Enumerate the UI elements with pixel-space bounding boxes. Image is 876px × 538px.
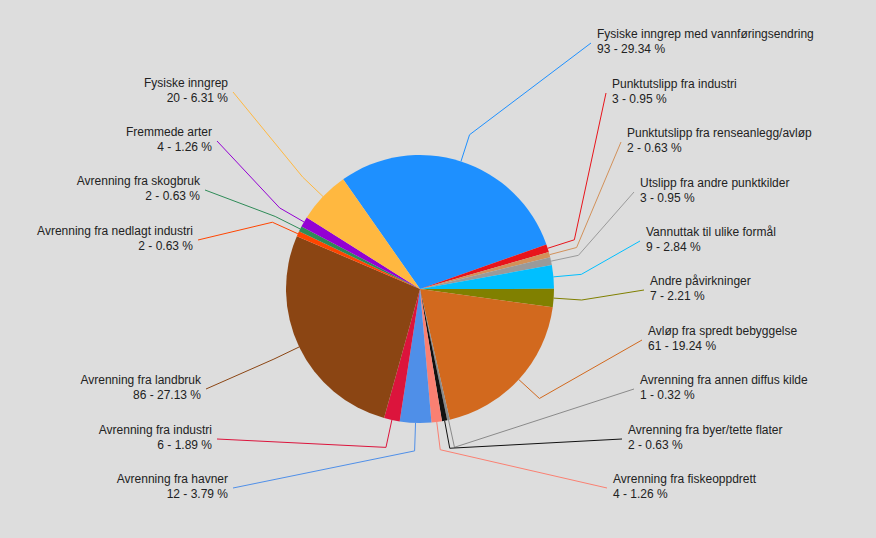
pie-slice — [307, 179, 420, 289]
leader-line — [553, 241, 640, 277]
data-label: 3 - 0.95 % — [640, 191, 695, 205]
leader-line — [233, 423, 416, 488]
data-label: 4 - 1.26 % — [613, 487, 668, 501]
data-label: 2 - 0.63 % — [628, 438, 683, 452]
slice-label: Avrenning fra byer/tette flater — [628, 423, 783, 437]
slice-label: Fremmede arter — [126, 125, 212, 139]
data-label: 20 - 6.31 % — [167, 91, 229, 105]
slice-label: Avrenning fra fiskeoppdrett — [613, 472, 757, 486]
leader-line — [551, 192, 634, 261]
background — [0, 0, 876, 538]
chart: Fysiske inngrep med vannføringsendring93… — [0, 0, 876, 538]
slice-label: Avrenning fra landbruk — [80, 373, 202, 387]
leader-line — [449, 389, 634, 447]
slice-label: Fysiske inngrep — [144, 76, 228, 90]
slice-label: Avrenning fra havner — [117, 472, 228, 486]
data-label: 61 - 19.24 % — [648, 339, 716, 353]
leader-line — [445, 421, 622, 449]
leader-line — [233, 92, 323, 197]
slice-label: Punktutslipp fra renseanlegg/avløp — [627, 126, 812, 140]
slice-label: Avrenning fra annen diffus kilde — [640, 373, 808, 387]
pie-slice — [420, 265, 554, 289]
data-label: 9 - 2.84 % — [646, 240, 701, 254]
leader-line — [217, 420, 392, 447]
data-label: 7 - 2.21 % — [650, 289, 705, 303]
slice-label: Vannuttak til ulike formål — [646, 225, 776, 239]
data-label: 6 - 1.89 % — [157, 438, 212, 452]
leader-line — [461, 43, 591, 161]
data-label: 2 - 0.63 % — [138, 239, 193, 253]
pie — [286, 155, 554, 423]
data-label: 12 - 3.79 % — [167, 487, 229, 501]
data-label: 93 - 29.34 % — [597, 42, 665, 56]
leader-line — [519, 340, 642, 398]
slice-label: Avrenning fra nedlagt industri — [37, 224, 193, 238]
leader-line — [554, 290, 644, 300]
leader-line — [206, 347, 299, 389]
slice-label: Utslipp fra andre punktkilder — [640, 176, 789, 190]
leader-line — [548, 93, 606, 248]
leader-line — [205, 190, 300, 229]
slice-label: Punktutslipp fra industri — [612, 77, 737, 91]
leader-line — [437, 422, 607, 488]
data-label: 2 - 0.63 % — [627, 141, 682, 155]
leader-line — [198, 222, 298, 240]
leader-line — [550, 142, 621, 255]
slice-label: Avløp fra spredt bebyggelse — [648, 324, 798, 338]
leader-line — [217, 141, 304, 222]
data-label: 4 - 1.26 % — [157, 140, 212, 154]
data-label: 1 - 0.32 % — [640, 388, 695, 402]
slice-label: Avrenning fra industri — [99, 423, 212, 437]
data-label: 86 - 27.13 % — [133, 388, 201, 402]
data-label: 3 - 0.95 % — [612, 92, 667, 106]
slice-label: Andre påvirkninger — [650, 274, 751, 288]
slice-label: Avrenning fra skogbruk — [77, 174, 201, 188]
labels: Fysiske inngrep med vannføringsendring93… — [37, 27, 814, 501]
data-label: 2 - 0.63 % — [145, 189, 200, 203]
slice-label: Fysiske inngrep med vannføringsendring — [597, 27, 814, 41]
